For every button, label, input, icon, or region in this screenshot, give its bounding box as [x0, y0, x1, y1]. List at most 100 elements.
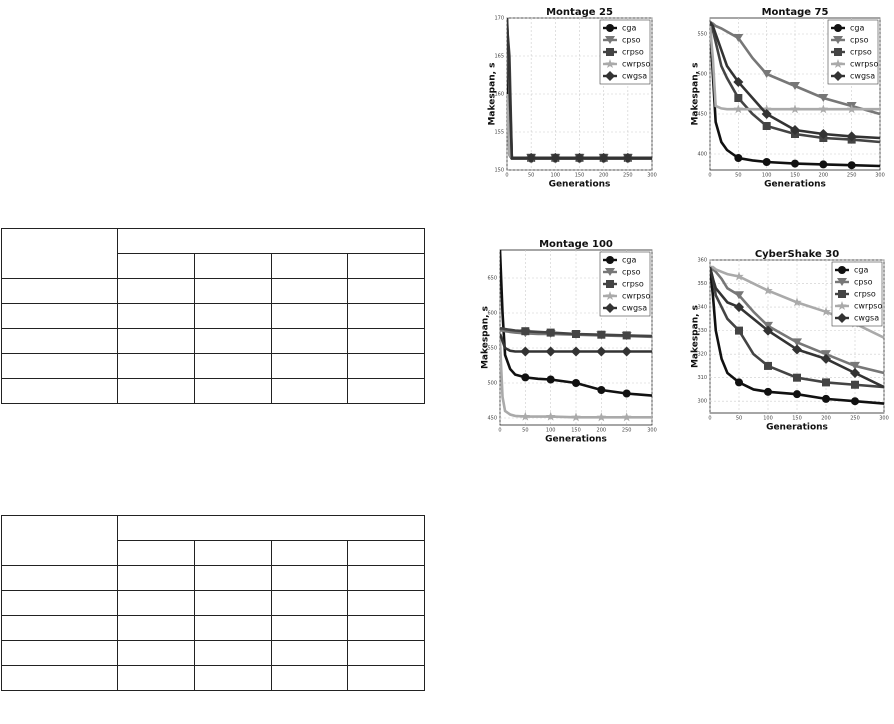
x-axis-label: Generations — [545, 435, 607, 445]
x-tick-label: 100 — [546, 428, 556, 434]
legend-label: crpso — [622, 280, 644, 289]
legend-marker — [833, 36, 843, 44]
marker — [572, 379, 580, 387]
legend-label: cga — [622, 256, 636, 265]
marker — [545, 346, 556, 357]
marker — [851, 397, 859, 406]
y-tick-label: 400 — [697, 152, 707, 158]
marker — [733, 77, 744, 87]
empty-table — [1, 228, 425, 404]
series-line — [710, 266, 884, 389]
series-line — [500, 327, 652, 338]
x-tick-label: 150 — [575, 173, 585, 179]
marker — [847, 161, 856, 170]
marker — [764, 361, 772, 370]
marker — [734, 271, 744, 281]
y-axis-label: Makespan, s — [488, 62, 498, 125]
x-tick-label: 200 — [819, 173, 829, 179]
marker — [597, 330, 606, 339]
marker — [761, 109, 772, 119]
marker — [622, 331, 631, 340]
x-tick-label: 150 — [571, 428, 581, 434]
series-line — [710, 21, 880, 168]
marker — [790, 125, 800, 135]
y-tick-label: 500 — [697, 72, 707, 78]
x-tick-label: 0 — [708, 173, 711, 179]
legend-label: cpso — [854, 278, 873, 287]
y-tick-label: 165 — [494, 54, 504, 60]
x-tick-label: 250 — [850, 416, 860, 422]
x-tick-label: 200 — [597, 428, 607, 434]
legend-label: cpso — [622, 36, 641, 45]
x-axis-label: Generations — [766, 423, 828, 433]
marker — [571, 346, 581, 357]
legend-marker — [605, 291, 615, 301]
y-tick-label: 360 — [697, 258, 707, 264]
x-axis-label: Generations — [549, 180, 611, 190]
marker — [761, 104, 772, 114]
x-tick-label: 100 — [763, 416, 773, 422]
marker — [791, 159, 799, 168]
y-tick-label: 650 — [487, 276, 497, 282]
marker — [574, 152, 585, 163]
y-tick-label: 150 — [494, 168, 504, 174]
y-tick-label: 155 — [494, 130, 504, 136]
chart-title: CyberShake 30 — [755, 249, 839, 260]
marker — [597, 386, 606, 394]
x-tick-label: 100 — [551, 173, 561, 179]
marker — [735, 326, 743, 335]
x-tick-label: 300 — [875, 173, 885, 179]
marker — [763, 325, 773, 336]
y-tick-label: 320 — [697, 352, 707, 358]
chart-title: Montage 75 — [762, 7, 829, 18]
marker — [846, 104, 857, 114]
legend-marker — [833, 59, 843, 69]
marker — [762, 158, 771, 166]
series-line — [500, 340, 652, 419]
y-tick-label: 160 — [494, 92, 504, 98]
marker — [850, 361, 860, 370]
chart-title: Montage 100 — [539, 239, 613, 250]
x-tick-label: 300 — [879, 416, 889, 422]
marker — [790, 82, 800, 90]
legend-label: cga — [850, 24, 864, 33]
marker — [851, 380, 859, 389]
legend-marker — [837, 313, 847, 323]
marker — [762, 122, 771, 130]
y-tick-label: 340 — [697, 305, 707, 311]
marker — [792, 344, 802, 355]
marker — [821, 306, 831, 316]
marker — [734, 154, 743, 162]
x-tick-label: 250 — [622, 428, 632, 434]
marker — [622, 152, 633, 163]
marker — [790, 104, 800, 114]
series-group — [500, 250, 652, 422]
legend-label: cwrpso — [850, 60, 878, 69]
legend-label: cwgsa — [622, 72, 647, 81]
marker — [550, 152, 561, 163]
marker — [818, 129, 829, 139]
x-tick-label: 300 — [647, 173, 657, 179]
series-line — [710, 266, 884, 389]
marker — [822, 378, 830, 387]
legend-marker — [837, 301, 847, 311]
y-tick-label: 500 — [487, 381, 497, 387]
legend-label: crpso — [850, 48, 872, 57]
marker — [598, 152, 609, 163]
series-group — [507, 18, 652, 163]
legend-marker — [605, 268, 615, 276]
legend-label: cwgsa — [854, 314, 879, 323]
y-tick-label: 450 — [487, 416, 497, 422]
marker — [819, 160, 828, 169]
x-tick-label: 50 — [528, 173, 534, 179]
x-tick-label: 250 — [623, 173, 633, 179]
y-tick-label: 170 — [494, 16, 504, 22]
marker — [793, 390, 801, 399]
x-tick-label: 150 — [792, 416, 802, 422]
marker — [846, 131, 857, 142]
marker — [521, 373, 530, 382]
marker — [596, 346, 607, 357]
x-tick-label: 50 — [735, 173, 741, 179]
